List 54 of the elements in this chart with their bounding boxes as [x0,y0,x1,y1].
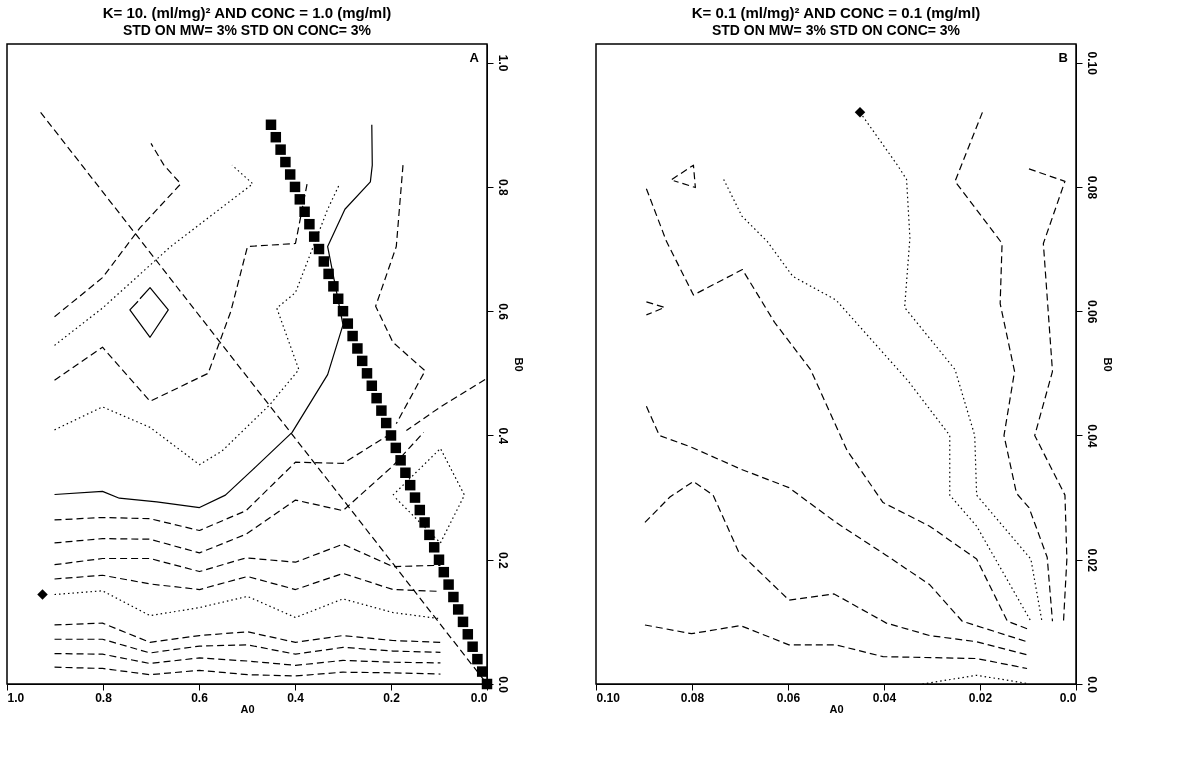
x-tick-label: 0.8 [95,690,113,705]
y-tick-label: 0.02 [1084,548,1099,573]
y-tick-label: 0.8 [495,179,510,197]
chart-title: K= 10. (ml/mg)² AND CONC = 1.0 (mg/ml) [102,4,392,21]
chart-subtitle: STD ON MW= 3% STD ON CONC= 3% [122,22,372,38]
line-series [644,480,1028,656]
line-series [53,638,442,655]
y-tick-label: 0.10 [1084,51,1099,76]
line-series [723,178,1032,622]
y-tick-label: 0.4 [495,427,510,445]
x-tick-label: 0.06 [776,690,801,705]
x-axis-title: A0 [240,702,255,715]
line-series [53,183,341,466]
x-tick-label: 0.4 [287,690,305,705]
y-tick-label: 0.04 [1084,424,1099,448]
line-series [53,666,442,677]
y-tick-label: 1.0 [495,54,510,72]
line-series [954,111,1054,622]
y-axis-title: B0 [1101,357,1114,372]
line-series [53,164,254,346]
line-series [644,624,1028,670]
line-series [375,164,426,425]
line-series [1028,168,1068,622]
chart-subtitle: STD ON MW= 3% STD ON CONC= 3% [711,22,961,38]
line-series [129,286,169,338]
x-tick-label: 0.0 [1059,690,1077,705]
line-series [53,181,309,402]
chart-title: K= 0.1 (ml/mg)² AND CONC = 0.1 (mg/ml) [691,4,981,21]
x-tick-label: 0.2 [383,690,401,705]
annotation: B [1058,50,1068,65]
y-tick-label: 0.2 [495,551,510,569]
x-tick-label: 0.6 [191,690,209,705]
x-tick-label: 0.04 [872,690,897,705]
annotation: A [469,50,480,65]
y-tick-label: 0.6 [495,303,510,321]
y-tick-label: 0.06 [1084,300,1099,324]
x-tick-label: 0.08 [680,690,705,705]
y-tick-label: 0.08 [1084,175,1099,200]
line-series [53,142,182,318]
x-tick-label: 0.0 [470,690,488,705]
line-series [671,164,696,189]
x-axis-title: A0 [829,702,844,715]
x-tick-label: 0.02 [968,690,993,705]
y-axis-title: B0 [512,357,525,372]
line-series [645,405,1028,643]
y-tick-label: 0.0 [495,676,510,694]
x-tick-label: 0.10 [596,690,621,705]
line-series [53,652,442,666]
line-series [53,622,442,643]
y-tick-label: 0.0 [1084,676,1099,694]
x-tick-label: 1.0 [7,690,25,705]
line-series [53,124,373,509]
line-series [53,431,425,554]
line-series [645,188,1028,630]
